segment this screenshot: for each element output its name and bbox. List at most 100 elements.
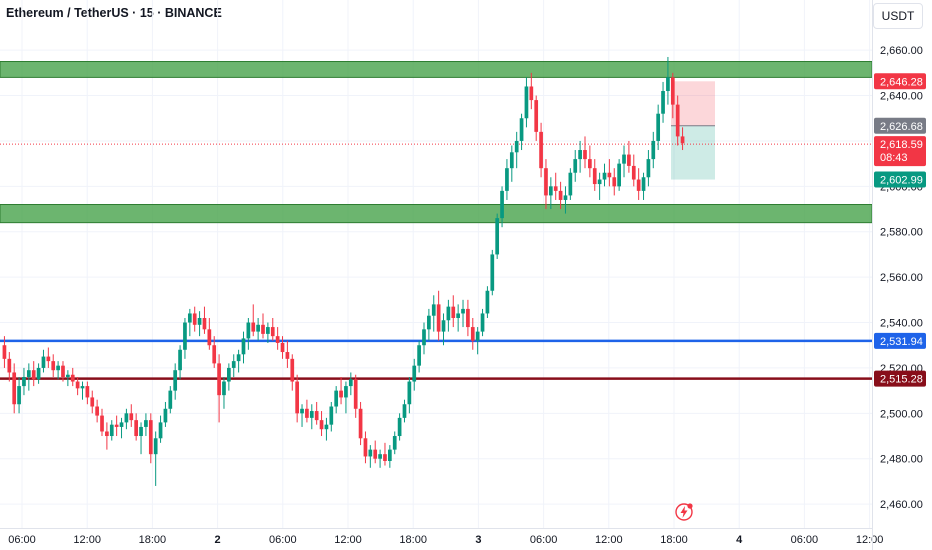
- target-price-label: 2,602.99: [880, 175, 923, 187]
- candle-body: [12, 372, 17, 405]
- candle-body: [422, 329, 426, 346]
- candle-body: [553, 186, 558, 191]
- candle-body: [402, 404, 407, 418]
- y-tick-label: 2,560.00: [880, 272, 923, 284]
- candle-body: [26, 370, 31, 378]
- candle-body: [607, 172, 612, 178]
- candle-body: [309, 411, 314, 418]
- candle-body: [563, 195, 568, 200]
- candle-body: [646, 159, 651, 178]
- candle-body: [592, 168, 597, 185]
- candle-body: [61, 365, 65, 378]
- x-tick-label: 18:00: [139, 534, 167, 546]
- candle-body: [500, 190, 504, 219]
- candle-body: [46, 356, 51, 362]
- candle-body: [485, 290, 490, 314]
- candle-body: [56, 365, 60, 371]
- candle-body: [319, 420, 324, 430]
- price-labels: 2,646.28 2,626.68 2,602.99 2,531.94 2,515.28…: [874, 73, 926, 387]
- candle-body: [470, 327, 475, 341]
- candle-body: [597, 179, 602, 185]
- candle-body: [475, 331, 480, 341]
- lightning-icon[interactable]: [674, 502, 694, 522]
- candle-body: [339, 390, 343, 398]
- candle-body: [241, 338, 246, 355]
- candle-body: [314, 411, 319, 421]
- candle-body: [129, 413, 134, 421]
- candle-body: [451, 306, 456, 318]
- candle-body: [480, 313, 485, 332]
- candle-body: [212, 345, 217, 364]
- candle-body: [568, 172, 573, 196]
- candle-body: [680, 136, 685, 144]
- horizontal-lines[interactable]: [0, 143, 872, 380]
- candle-body: [66, 374, 70, 378]
- x-tick-label: 4: [736, 534, 743, 546]
- candle-body: [661, 91, 665, 114]
- currency-button[interactable]: USDT: [873, 3, 923, 29]
- y-tick-label: 2,580.00: [880, 227, 923, 239]
- candle-body: [134, 420, 139, 437]
- candle-body: [622, 154, 626, 164]
- candle-body: [588, 159, 592, 169]
- support-zone: [0, 61, 873, 78]
- candle-body: [158, 422, 163, 439]
- candle-body: [300, 408, 304, 414]
- candle-body: [85, 386, 90, 398]
- candle-body: [524, 86, 529, 119]
- x-tick-label: 06:00: [791, 534, 819, 546]
- y-tick-label: 2,460.00: [880, 499, 923, 511]
- line-price-label: 2,515.28: [880, 374, 923, 386]
- stop-price-label-bg: [874, 73, 926, 90]
- x-tick-label: 12:00: [334, 534, 362, 546]
- candle-body: [90, 397, 95, 407]
- candle-body: [675, 104, 680, 137]
- candle-body: [144, 420, 148, 427]
- target-price-label-bg: [874, 171, 926, 188]
- candle-body: [387, 449, 392, 461]
- candle-body: [666, 77, 670, 92]
- candle-body: [651, 140, 656, 160]
- candle-body: [305, 408, 309, 418]
- candle-body: [139, 426, 143, 437]
- candle-body: [466, 308, 470, 328]
- candle-body: [373, 449, 378, 459]
- symbol-title: Ethereum / TetherUS · 15 · BINANCE: [6, 6, 222, 20]
- candle-body: [456, 313, 461, 318]
- candle-body: [295, 381, 300, 414]
- candle-body: [583, 150, 587, 160]
- candle-body: [80, 386, 85, 389]
- candle-body: [334, 390, 339, 407]
- candle-body: [197, 317, 202, 325]
- candle-body: [641, 177, 646, 191]
- candle-body: [270, 327, 275, 337]
- x-tick-label: 3: [475, 534, 481, 546]
- candle-body: [558, 190, 563, 200]
- candle-body: [148, 420, 153, 455]
- candle-body: [656, 113, 661, 141]
- candle-body: [256, 324, 260, 332]
- candle-body: [246, 322, 251, 339]
- candle-body: [578, 150, 582, 160]
- x-tick-label: 06:00: [530, 534, 558, 546]
- candle-body: [407, 381, 412, 405]
- candle-body: [397, 417, 402, 437]
- y-tick-label: 2,540.00: [880, 318, 923, 330]
- candle-body: [344, 386, 348, 398]
- candle-body: [173, 370, 178, 391]
- x-tick-label: 18:00: [660, 534, 688, 546]
- candle-body: [95, 406, 99, 416]
- candle-body: [529, 86, 534, 101]
- candle-body: [290, 358, 295, 382]
- candle-body: [192, 313, 197, 325]
- candle-body: [217, 363, 221, 396]
- candle-body: [31, 370, 36, 380]
- candle-body: [617, 163, 621, 187]
- candle-body: [324, 424, 329, 430]
- candle-body: [75, 381, 80, 389]
- candle-body: [236, 354, 241, 362]
- candle-body: [427, 315, 431, 330]
- candle-body: [363, 438, 368, 457]
